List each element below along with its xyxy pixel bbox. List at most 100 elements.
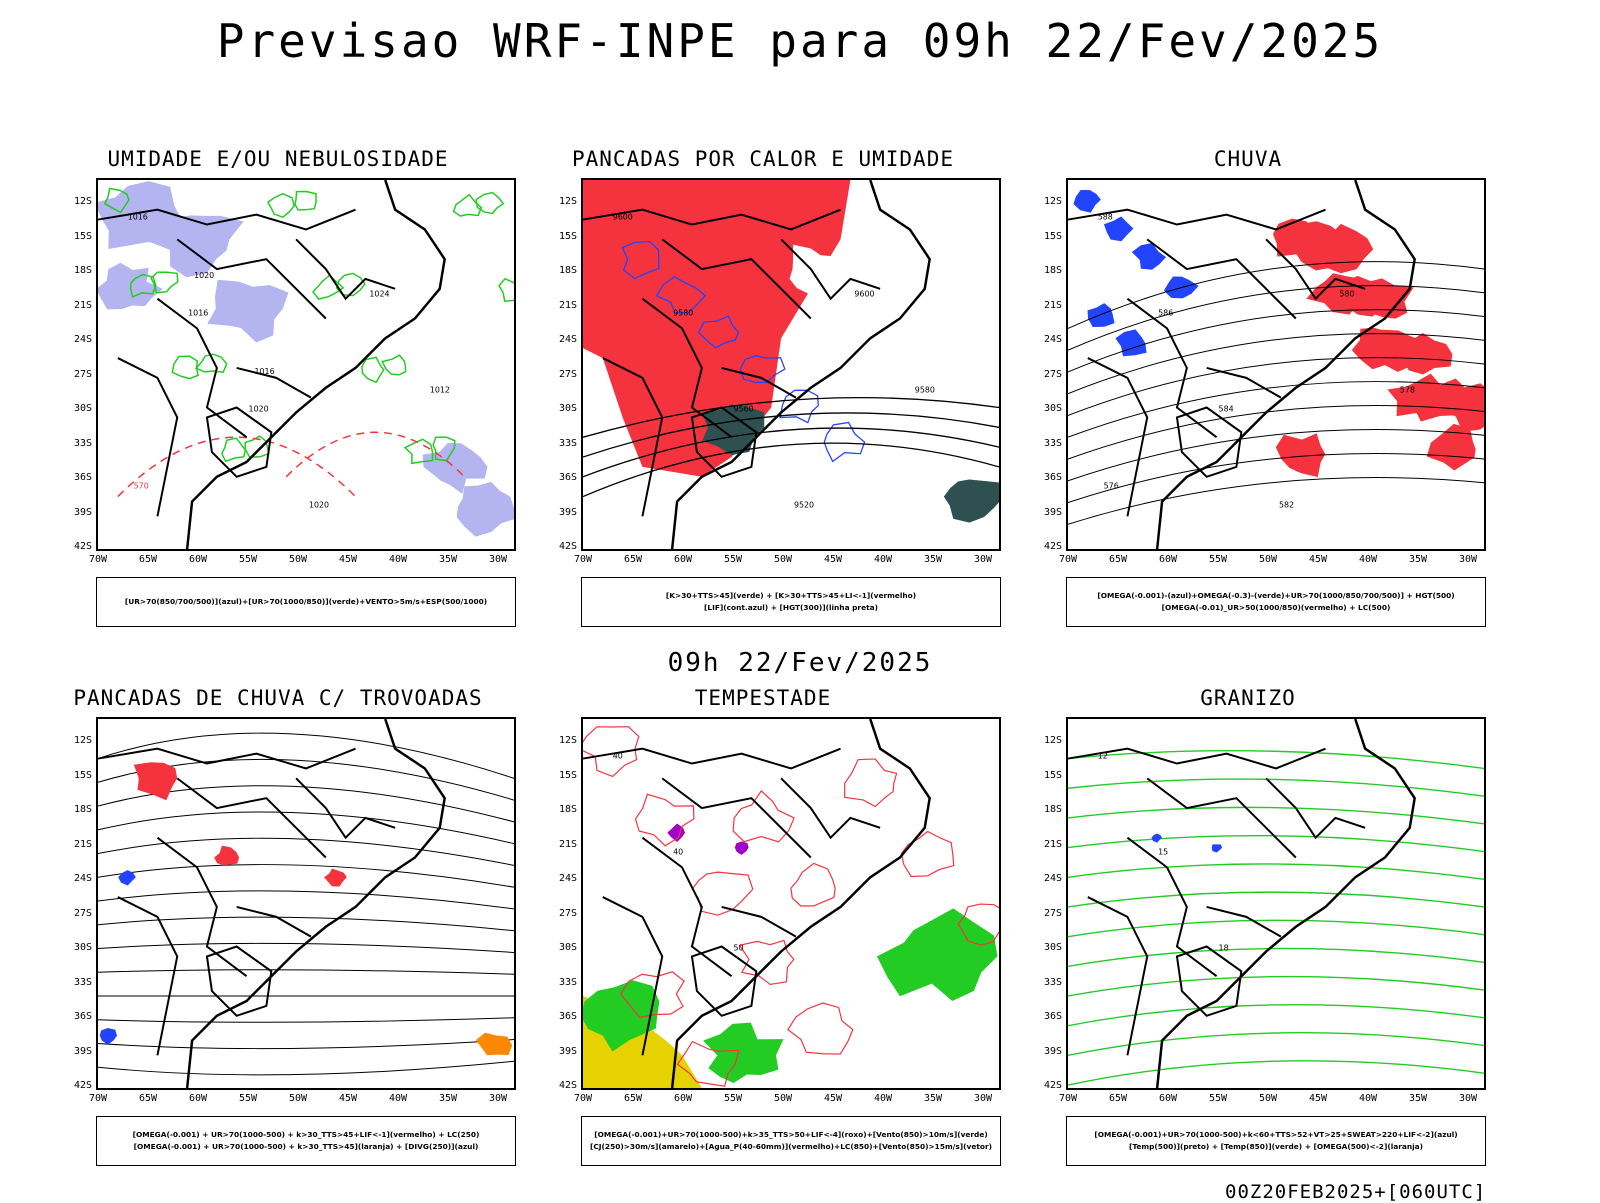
contour-label: 1012 [430,386,450,395]
lat-tick-label: 42S [73,541,92,552]
country-border [176,777,327,859]
humidity-contour [381,354,407,376]
contour-label: 18 [1219,943,1229,952]
lon-tick-label: 40W [873,554,893,565]
map-frame [96,717,516,1090]
temp-850-contour [1068,947,1484,968]
lon-tick-label: 50W [288,1093,308,1104]
contour-label: 9580 [915,386,935,395]
contour-label: 9520 [794,500,814,509]
lat-tick-label: 21S [73,299,92,311]
panel-legend: [OMEGA(-0.001) + UR>70(1000-500) + k>30_… [96,1116,516,1166]
panel-umidade: UMIDADE E/OU NEBULOSIDADE 12S 15S 18S 21S 24S… [58,147,516,637]
thunder-area [214,845,240,866]
country-border [205,406,273,478]
lat-tick-label: 18S [1043,804,1062,815]
lat-tick-label: 36S [73,472,92,483]
lat-tick-label: 24S [558,873,577,884]
contour-label: 40 [613,752,623,761]
lon-tick-label: 55W [1208,554,1228,565]
lon-tick-label: 55W [723,1093,743,1104]
panel-granizo: GRANIZO 12S 15S 18S 21S 24S 27S 30S 33S 36S 39S 42S… [1028,686,1486,1176]
forecast-time-label: 09h 22/Fev/2025 [667,648,933,678]
lat-tick-label: 36S [558,1011,577,1022]
humidity-contour [129,273,157,298]
streamline [98,916,514,932]
lat-tick-label: 18S [558,265,577,276]
rain-area [1275,433,1326,477]
map-frame: 40 40 50 [581,717,1001,1090]
lon-tick-label: 35W [1408,554,1428,565]
lat-tick-label: 21S [73,838,92,850]
wind-850-area [703,1022,784,1084]
humidity-contour [103,187,130,214]
humidity-contour [335,272,366,297]
lat-tick-label: 12S [558,735,577,746]
country-border [1146,238,1297,320]
country-border [721,906,797,938]
temp-850-contour [1068,1060,1484,1086]
country-border [205,945,273,1017]
lon-tick-label: 30W [1458,1093,1478,1104]
wind-850-area [876,908,998,1001]
coastline [670,180,931,549]
contour-label: 9560 [734,404,754,413]
country-border [156,836,248,978]
height-contour [583,412,999,458]
hail-area [1211,844,1223,853]
lat-tick-label: 42S [558,1080,577,1091]
omega-area [1073,189,1101,213]
lon-tick-label: 60W [188,1093,208,1104]
rain-area [1426,423,1476,471]
lon-tick-label: 40W [388,1093,408,1104]
lat-tick-label: 30S [1043,942,1062,953]
country-border [98,747,356,770]
lat-tick-label: 18S [73,265,92,276]
lat-tick-label: 18S [73,804,92,815]
weather-map: 588 586 584 582 580 578 576 [1068,180,1484,549]
run-timestamp: 00Z20FEB2025+[060UTC] [1225,1181,1487,1203]
lifted-index-contour [739,355,786,384]
country-border [780,238,881,301]
map-frame: 12 15 18 [1066,717,1486,1090]
lat-tick-label: 39S [558,1045,577,1057]
map-frame: 1016 1016 1020 1020 1024 1012 570 1020 1016 [96,178,516,551]
lat-tick-label: 42S [1043,541,1062,552]
lon-tick-label: 50W [288,554,308,565]
streamline [1068,381,1484,438]
humidity-shade [456,481,514,537]
height-contour [583,396,999,438]
lon-tick-label: 40W [1358,1093,1378,1104]
lat-tick-label: 27S [558,368,577,380]
lat-tick-label: 39S [73,506,92,518]
legend-line: [CJ(250)>30m/s](amarelo)+[Agua_P(40-60mm… [590,1142,992,1151]
lon-tick-label: 60W [188,554,208,565]
streamline [98,942,514,953]
lon-tick-label: 70W [88,1093,108,1104]
lon-tick-label: 35W [1408,1093,1428,1104]
streamline [98,1039,514,1050]
lon-tick-label: 65W [138,1093,158,1104]
precipitable-water-contour [787,1002,854,1055]
contour-label: 1016 [188,309,208,318]
lon-tick-label: 65W [1108,1093,1128,1104]
lat-tick-label: 33S [73,437,92,449]
lat-tick-label: 12S [73,196,92,207]
panel-legend: [UR>70(850/700/500)](azul)+[UR>70(1000/8… [96,577,516,627]
height-contour [583,427,999,478]
country-border [1175,406,1243,478]
temp-850-contour [1068,863,1484,880]
humidity-contour [220,437,247,463]
country-border [1068,747,1326,770]
lon-tick-label: 60W [1158,1093,1178,1104]
lat-tick-label: 15S [1043,769,1062,781]
lat-tick-label: 12S [1043,735,1062,746]
lon-tick-label: 35W [438,1093,458,1104]
divergence-area [99,1027,118,1045]
contour-label: 570 [134,482,149,491]
lat-tick-label: 24S [1043,873,1062,884]
height-contour [583,442,999,498]
country-border [602,357,664,517]
humidity-shade [207,279,289,343]
weather-map: 1016 1016 1020 1020 1024 1012 570 1020 1016 [98,180,514,549]
